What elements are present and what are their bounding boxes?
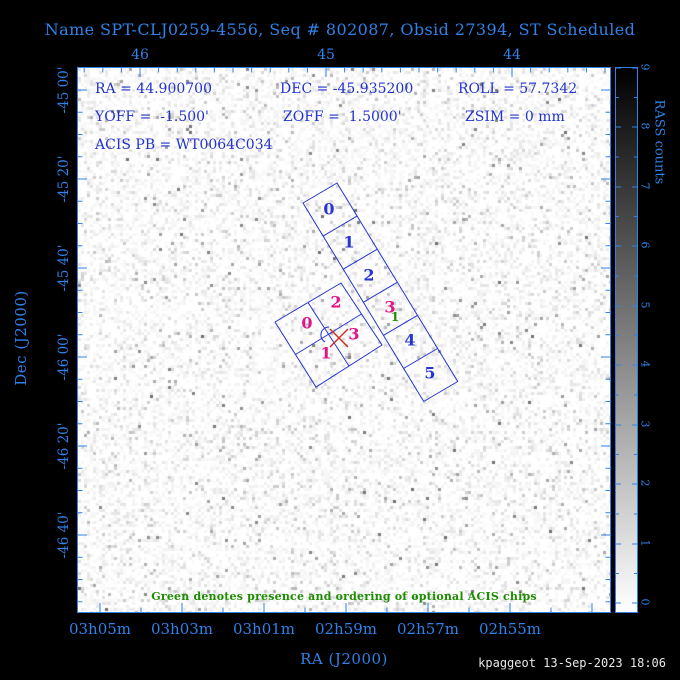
left-axis-tick-label: -45 00' <box>56 67 72 114</box>
colorbar-ticks-layer <box>616 68 637 612</box>
bottom-axis-tick-label: 03h05m <box>69 620 131 638</box>
colorbar-tick-label: 8 <box>639 123 652 130</box>
colorbar-title: RASS counts <box>652 100 667 185</box>
acis-s-divider <box>383 315 417 335</box>
bottom-axis-tick-label: 03h03m <box>151 620 213 638</box>
acis-s-divider <box>363 282 397 302</box>
param-roll: ROLL = 57.7342 <box>458 81 577 97</box>
colorbar <box>615 67 638 613</box>
bottom-axis-tick-label: 03h01m <box>233 620 295 638</box>
left-axis-tick-label: -46 40' <box>56 512 72 559</box>
left-axis-tick-label: -46 20' <box>56 423 72 470</box>
bottom-axis-tick-label: 02h57m <box>397 620 459 638</box>
param-zsim: ZSIM = 0 mm <box>465 109 565 125</box>
colorbar-tick-label: 7 <box>639 183 652 190</box>
top-axis-tick-label: 46 <box>131 47 149 63</box>
colorbar-tick-label: 1 <box>639 540 652 547</box>
colorbar-tick-label: 4 <box>639 361 652 368</box>
y-axis-title: Dec (J2000) <box>12 290 30 385</box>
param-zoff: ZOFF = 1.5000' <box>283 109 402 125</box>
left-axis-tick-label: -46 00' <box>56 334 72 381</box>
top-axis-tick-label: 44 <box>503 47 521 63</box>
acis-i-array-outline <box>275 283 382 387</box>
left-axis-tick-label: -45 20' <box>56 156 72 203</box>
acis-s-divider <box>343 249 377 269</box>
top-axis-tick-label: 45 <box>317 47 335 63</box>
param-yoff: YOFF = -1.500' <box>95 109 209 125</box>
colorbar-tick-label: 3 <box>639 421 652 428</box>
page-title: Name SPT-CLJ0259-4556, Seq # 802087, Obs… <box>0 20 680 39</box>
param-dec: DEC = -45.935200 <box>280 81 413 97</box>
param-ra: RA = 44.900700 <box>95 81 212 97</box>
target-cross-marker <box>330 329 348 347</box>
acis-i-divider <box>296 314 362 355</box>
acis-s-divider <box>323 216 357 236</box>
param-acis-pb: ACIS PB = WT0064C034 <box>95 137 273 153</box>
colorbar-tick-label: 9 <box>639 64 652 71</box>
left-axis-tick-label: -45 40' <box>56 245 72 292</box>
bottom-axis-tick-label: 02h55m <box>479 620 541 638</box>
colorbar-tick-label: 6 <box>639 242 652 249</box>
colorbar-tick-label: 5 <box>639 302 652 309</box>
credit-timestamp: kpaggeot 13-Sep-2023 18:06 <box>478 656 666 670</box>
bottom-axis-tick-label: 02h59m <box>315 620 377 638</box>
colorbar-tick-label: 2 <box>639 480 652 487</box>
colorbar-tick-label: 0 <box>639 599 652 606</box>
acis-s-divider <box>404 349 438 369</box>
optional-chips-note: Green denotes presence and ordering of o… <box>78 590 610 603</box>
